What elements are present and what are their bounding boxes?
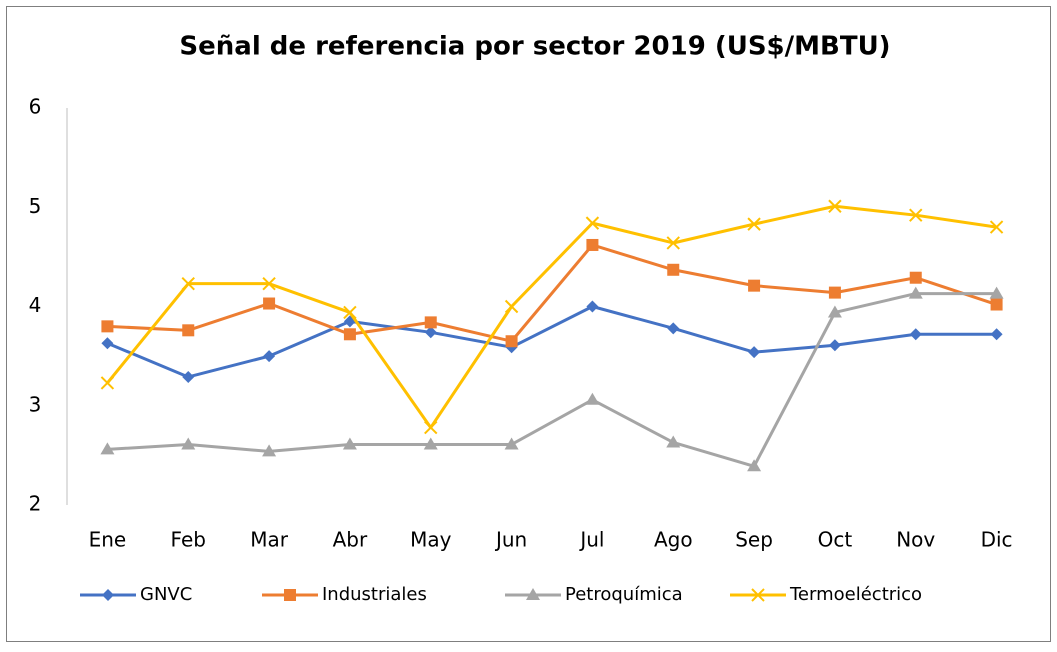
marker xyxy=(181,276,195,291)
series-line xyxy=(106,305,997,379)
marker xyxy=(263,297,276,310)
legend-label: Petroquímica xyxy=(565,584,683,605)
legend-label: Termoeléctrico xyxy=(789,584,922,605)
x-tick-label: Dic xyxy=(981,528,1013,552)
marker xyxy=(667,322,680,335)
marker xyxy=(182,370,195,383)
marker xyxy=(989,220,1004,234)
marker xyxy=(828,286,841,299)
marker xyxy=(424,420,438,435)
marker xyxy=(747,459,762,472)
marker xyxy=(908,286,923,299)
marker xyxy=(342,437,357,450)
marker xyxy=(909,271,922,284)
series-line xyxy=(106,204,997,430)
marker xyxy=(586,238,599,251)
marker xyxy=(990,328,1003,341)
legend-label: GNVC xyxy=(140,584,192,605)
marker xyxy=(909,328,922,341)
marker xyxy=(100,376,115,390)
marker xyxy=(423,437,438,450)
marker xyxy=(343,305,357,320)
marker xyxy=(262,276,276,291)
legend-marker xyxy=(102,589,114,601)
marker xyxy=(586,300,599,313)
y-tick-label: 6 xyxy=(29,95,42,119)
marker xyxy=(181,437,196,450)
marker xyxy=(827,305,842,318)
x-tick-label: May xyxy=(410,528,452,552)
marker xyxy=(101,337,114,350)
marker xyxy=(748,279,761,292)
marker xyxy=(263,350,276,363)
legend-marker xyxy=(284,589,296,601)
x-tick-label: Sep xyxy=(735,528,773,552)
marker xyxy=(504,437,519,450)
y-tick-label: 3 xyxy=(29,392,42,416)
marker xyxy=(667,263,680,276)
marker xyxy=(828,199,842,213)
marker xyxy=(504,299,519,314)
marker xyxy=(909,208,923,222)
marker xyxy=(666,236,680,250)
marker xyxy=(585,216,600,230)
marker xyxy=(505,335,518,348)
x-tick-label: Feb xyxy=(171,528,206,552)
marker xyxy=(424,326,437,339)
marker xyxy=(747,217,761,231)
chart-border xyxy=(6,6,1051,642)
marker xyxy=(182,324,195,337)
x-tick-label: Jun xyxy=(494,528,527,552)
x-tick-label: Ago xyxy=(654,528,693,552)
marker xyxy=(100,442,115,455)
marker xyxy=(748,346,761,359)
marker xyxy=(424,316,437,329)
x-tick-label: Jul xyxy=(578,528,604,552)
series-line xyxy=(107,243,998,343)
y-tick-label: 2 xyxy=(29,492,42,516)
x-tick-label: Nov xyxy=(896,528,935,552)
marker xyxy=(585,392,600,405)
marker xyxy=(666,435,681,448)
marker xyxy=(343,328,356,341)
marker xyxy=(828,339,841,352)
x-tick-label: Ene xyxy=(89,528,127,552)
marker xyxy=(262,444,277,457)
y-tick-label: 5 xyxy=(29,194,42,218)
legend-label: Industriales xyxy=(322,584,427,605)
legend-marker xyxy=(526,588,540,600)
marker xyxy=(989,286,1004,299)
x-tick-label: Abr xyxy=(333,528,368,552)
y-tick-label: 4 xyxy=(29,293,42,317)
series-line xyxy=(107,292,997,468)
x-tick-label: Mar xyxy=(250,528,289,552)
x-tick-label: Oct xyxy=(818,528,853,552)
marker xyxy=(101,320,114,333)
marker xyxy=(990,298,1003,311)
legend-marker xyxy=(751,588,765,602)
chart-title: Señal de referencia por sector 2019 (US$… xyxy=(179,32,890,62)
